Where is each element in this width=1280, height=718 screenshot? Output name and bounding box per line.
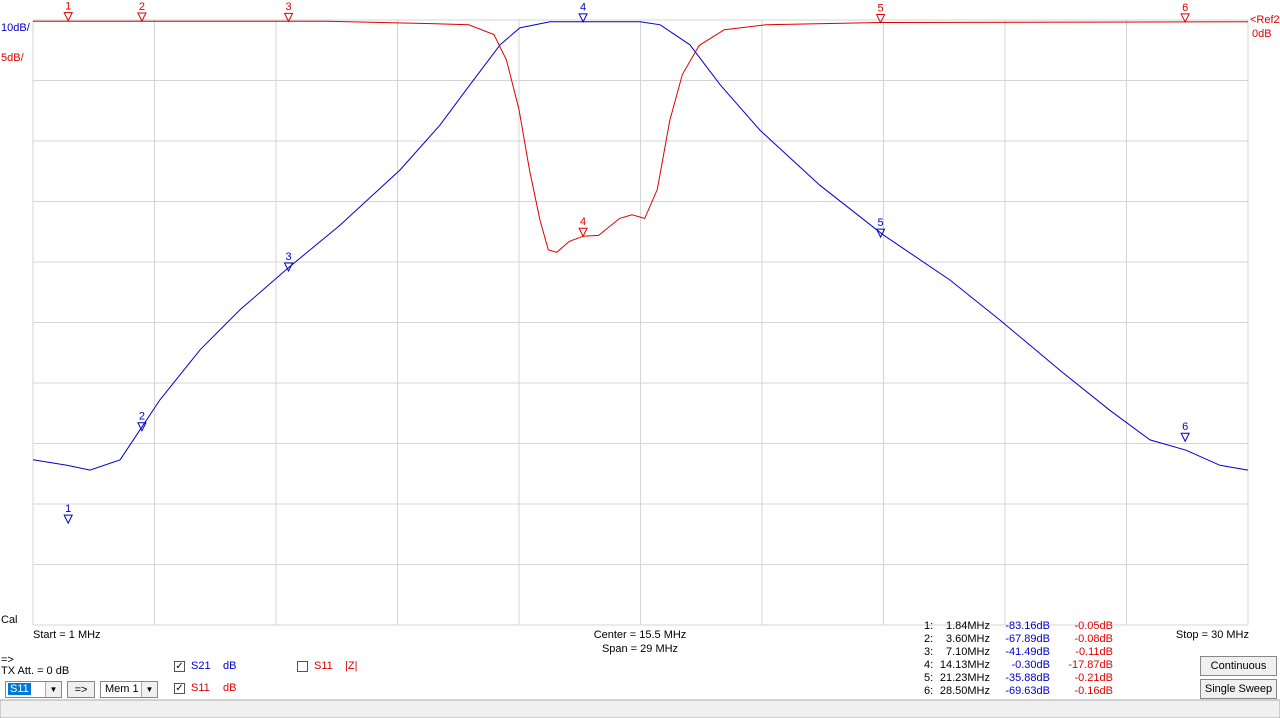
marker-s21: -0.30dB (1011, 659, 1050, 671)
marker-row: 2: (924, 633, 933, 645)
dropdown-arrow: ▼ (141, 682, 157, 697)
dropdown-arrow: ▼ (45, 682, 61, 697)
marker-row: 3: (924, 646, 933, 658)
marker-number: 3 (286, 1, 292, 13)
check-format: |Z| (345, 660, 358, 672)
marker-s21: -67.89dB (1005, 633, 1050, 645)
marker-number: 6 (1182, 421, 1188, 433)
continuous-button[interactable]: Continuous (1200, 656, 1277, 676)
stop-label: Stop = 30 MHz (1176, 629, 1249, 641)
check-format: dB (223, 682, 237, 694)
marker-number: 2 (139, 411, 145, 423)
copy-button[interactable]: => (67, 681, 95, 698)
center-label: Center = 15.5 MHz (594, 629, 687, 641)
marker-freq: 1.84MHz (946, 620, 990, 632)
marker-triangle (63, 12, 74, 22)
marker-number: 4 (580, 2, 586, 14)
check-param: S11 (314, 660, 333, 672)
trace (32, 21, 1249, 471)
marker-s11: -0.16dB (1074, 685, 1113, 697)
marker-row: 4: (924, 659, 933, 671)
marker-number: 6 (1182, 2, 1188, 14)
marker-number: 1 (65, 503, 71, 515)
marker-s11: -0.08dB (1074, 633, 1113, 645)
ref-level: 0dB (1252, 28, 1272, 40)
checkbox[interactable] (297, 661, 308, 672)
s11-scale: 5dB/ (1, 52, 25, 64)
marker-number: 5 (878, 217, 884, 229)
span-label: Span = 29 MHz (602, 643, 678, 655)
marker-triangle (283, 262, 294, 273)
cal-label: Cal (1, 614, 18, 626)
marker-freq: 3.60MHz (946, 633, 990, 645)
mem-select-value: Mem 1 (105, 683, 139, 695)
marker-s21: -35.88dB (1005, 672, 1050, 684)
marker-s11: -0.05dB (1074, 620, 1113, 632)
marker-triangle (578, 13, 588, 23)
marker-triangle (578, 227, 588, 238)
marker-number: 5 (878, 2, 884, 14)
marker-freq: 7.10MHz (946, 646, 990, 658)
marker-number: 2 (139, 1, 145, 13)
marker-triangle (875, 14, 886, 24)
marker-triangle (63, 514, 74, 525)
marker-s11: -0.21dB (1074, 672, 1113, 684)
marker-s21: -83.16dB (1005, 620, 1050, 632)
ref-label: <Ref2 (1250, 14, 1280, 26)
marker-triangle (137, 422, 147, 432)
check-param: S21 (191, 660, 211, 672)
marker-number: 4 (580, 216, 586, 228)
start-label: Start = 1 MHz (33, 629, 101, 641)
marker-triangle (137, 12, 147, 23)
marker-triangle (1180, 13, 1190, 24)
marker-triangle (875, 228, 886, 239)
marker-s11: -17.87dB (1068, 659, 1113, 671)
check-format: dB (223, 660, 237, 672)
marker-row: 1: (924, 620, 933, 632)
checkbox[interactable]: ✓ (174, 661, 185, 672)
param-select[interactable]: S11 ▼ (5, 681, 62, 698)
tx-att-label: TX Att. = 0 dB (1, 665, 70, 677)
marker-s21: -41.49dB (1005, 646, 1050, 658)
marker-number: 3 (286, 251, 292, 263)
single-sweep-button[interactable]: Single Sweep (1200, 679, 1277, 699)
status-bar (0, 699, 1280, 718)
marker-freq: 28.50MHz (940, 685, 990, 697)
arrow-label: => (1, 654, 14, 666)
marker-triangle (283, 12, 294, 23)
marker-freq: 14.13MHz (940, 659, 990, 671)
mem-select[interactable]: Mem 1 ▼ (100, 681, 158, 698)
marker-triangle (1180, 432, 1190, 443)
marker-s11: -0.11dB (1075, 646, 1113, 658)
checkbox[interactable]: ✓ (174, 683, 185, 694)
marker-s21: -69.63dB (1005, 685, 1050, 697)
param-select-value: S11 (8, 683, 31, 695)
marker-number: 1 (65, 1, 71, 13)
trace (33, 20, 1249, 253)
check-param: S11 (191, 682, 210, 694)
s21-scale: 10dB/ (1, 22, 31, 34)
marker-row: 6: (924, 685, 933, 697)
marker-freq: 21.23MHz (940, 672, 990, 684)
marker-row: 5: (924, 672, 933, 684)
